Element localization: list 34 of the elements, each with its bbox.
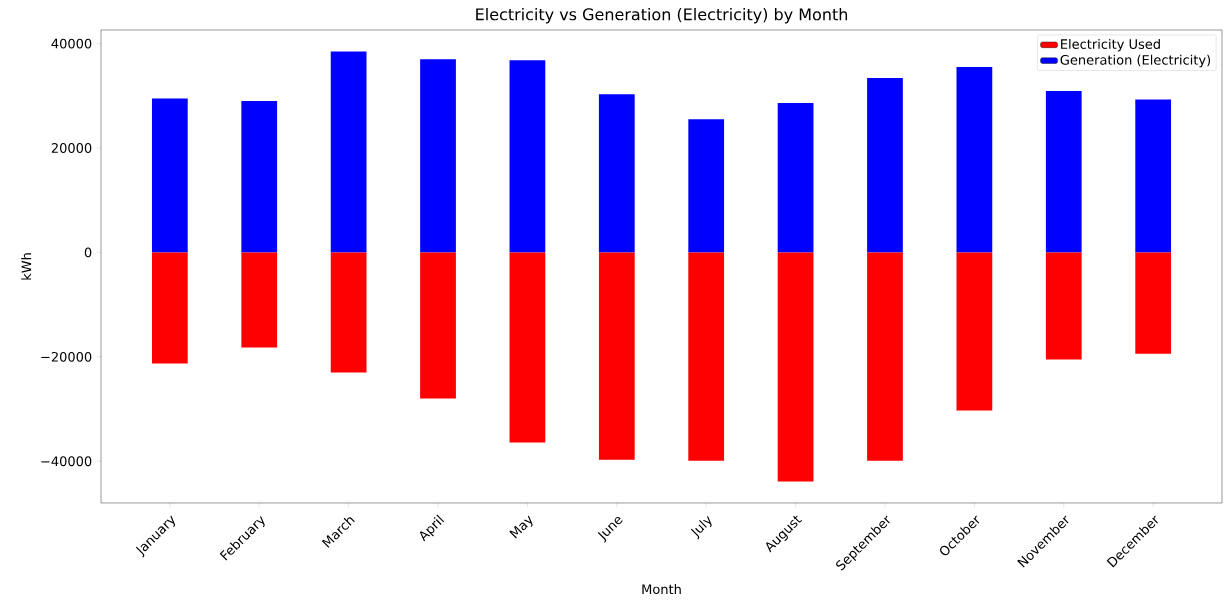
bar [1045,252,1082,360]
bar [598,94,635,253]
bar [1135,252,1172,354]
bar [420,59,456,253]
bar [956,252,993,411]
bar [598,252,635,460]
bar [867,78,903,253]
chart-title: Electricity vs Generation (Electricity) by Month [476,7,848,24]
bar [151,98,188,253]
bar [867,252,903,461]
y-tick-label: 0 [84,247,92,258]
y-axis-title: kWh [21,253,32,280]
bar [509,60,546,253]
y-tick-label: −20000 [41,351,92,362]
bar [956,67,993,253]
bar [688,119,725,253]
bar [509,252,546,443]
bar [1135,99,1172,253]
legend-label: Generation (Electricity) [1060,54,1211,68]
bar [330,252,367,373]
bar [777,103,814,253]
y-tick-label: −40000 [41,456,92,467]
bar [420,252,456,399]
bar [1045,91,1082,253]
bar [688,252,725,461]
y-tick-label: 40000 [51,38,92,49]
bar [330,51,367,253]
y-tick-label: 20000 [51,143,92,153]
bar [151,252,188,364]
legend-label: Electricity Used [1061,38,1160,52]
bar [241,100,278,253]
bar [241,252,278,348]
bar [777,252,814,482]
x-axis-title: Month [642,584,681,595]
